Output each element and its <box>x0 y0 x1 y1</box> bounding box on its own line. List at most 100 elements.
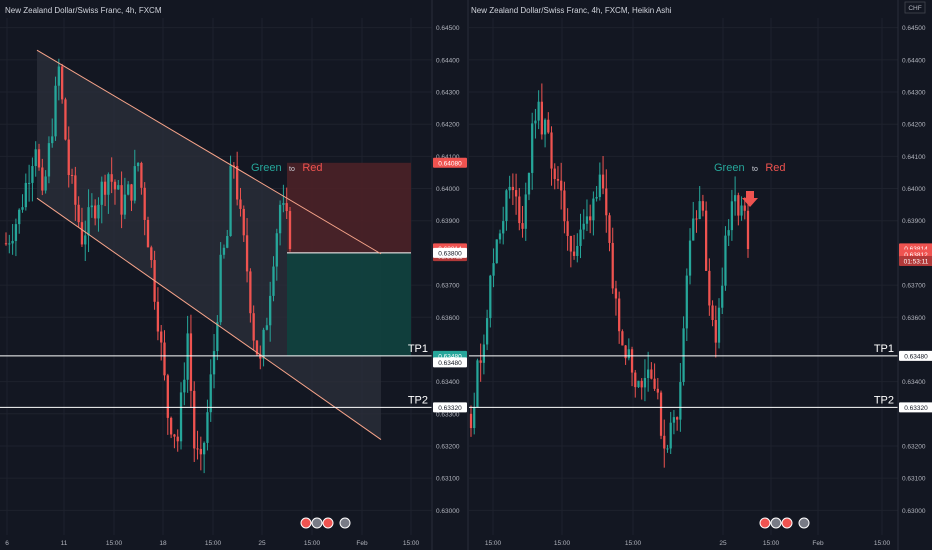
price-tag[interactable] <box>433 402 467 413</box>
candle-bullish <box>717 307 721 343</box>
left-events-icon[interactable] <box>339 517 351 529</box>
candle-bullish <box>531 123 534 173</box>
candle-bullish <box>543 119 547 135</box>
candle-bullish <box>637 380 640 388</box>
right-events-icon[interactable] <box>798 517 810 529</box>
candle-bearish <box>705 210 708 271</box>
candle-bullish <box>485 318 489 345</box>
candle-bullish <box>212 351 216 375</box>
candle-bearish <box>169 417 173 435</box>
candle-bullish <box>179 392 183 442</box>
time-tick-label: 18 <box>159 540 167 547</box>
price-tag[interactable] <box>433 357 467 368</box>
price-tag-label: 0.63480 <box>438 353 462 360</box>
annotation-word-to: to <box>752 166 758 173</box>
right-news-icon[interactable] <box>770 517 782 529</box>
take-profit-zone[interactable] <box>287 252 411 356</box>
time-tick-label: 15:00 <box>554 540 571 547</box>
target-level-label: TP1 <box>874 343 894 355</box>
candle-bullish <box>278 204 282 234</box>
candle-bearish <box>650 369 653 379</box>
time-tick-label: Feb <box>356 540 368 547</box>
left-price-axis[interactable]: 0.645000.644000.643000.642000.641000.640… <box>431 0 468 550</box>
price-tick-label: 0.64000 <box>436 186 460 193</box>
annotation-word-red: Red <box>765 162 785 174</box>
candle-bearish <box>659 392 663 436</box>
annotation-word-red: Red <box>302 162 322 174</box>
left-annotation[interactable]: Green to Red <box>251 158 323 175</box>
candle-bearish <box>176 436 179 442</box>
right-annotation[interactable]: Green to Red <box>714 158 786 175</box>
candle-bearish <box>621 331 624 346</box>
right-price-axis[interactable]: CHF 0.64500 0.64400 0.64300 0.64200 0.64100 0… <box>897 0 932 550</box>
stop-loss-zone[interactable] <box>287 162 411 253</box>
candle-bearish <box>64 99 67 140</box>
candle-bearish <box>514 190 518 197</box>
price-tick-label: 0.64500 <box>902 25 926 32</box>
candle-bearish <box>663 435 666 449</box>
right-flag-icon[interactable] <box>759 517 771 529</box>
candle-bullish <box>582 223 585 230</box>
candle-bullish <box>685 275 688 329</box>
candle-bullish <box>47 143 51 177</box>
right-price-axis-background <box>898 0 932 550</box>
candle-bearish <box>676 417 679 420</box>
candle-bullish <box>87 207 90 236</box>
candle-bullish <box>492 263 495 276</box>
candle-bearish <box>113 181 117 190</box>
price-tag[interactable] <box>899 255 932 266</box>
price-tick-label: 0.64400 <box>436 57 460 64</box>
price-tick-label: 0.64300 <box>436 90 460 97</box>
left-flag-icon[interactable] <box>300 517 312 529</box>
candle-bullish <box>44 176 47 191</box>
candle-bullish <box>534 120 537 124</box>
down-arrow-icon[interactable] <box>742 191 758 207</box>
candle-bullish <box>90 205 94 208</box>
time-tick-label: 11 <box>61 540 68 547</box>
candle-bearish <box>656 388 659 393</box>
candle-bearish <box>608 215 611 243</box>
left-news-icon[interactable] <box>311 517 323 529</box>
candle-bullish <box>669 422 672 449</box>
candle-bearish <box>288 211 292 250</box>
left-replay-controls[interactable] <box>300 517 351 529</box>
left-chart-title: New Zealand Dollar/Swiss Franc, 4h, FXCM <box>5 6 162 15</box>
candle-bullish <box>537 101 540 121</box>
price-tag-label: 0.64080 <box>438 160 462 167</box>
channel-lower-line[interactable] <box>36 197 382 440</box>
candle-bullish <box>8 243 11 245</box>
candle-bearish <box>4 243 8 245</box>
candle-bearish <box>630 349 634 373</box>
candle-bearish <box>640 380 643 388</box>
price-tag[interactable] <box>899 402 932 413</box>
annotation-word-green: Green <box>251 162 282 174</box>
candle-bullish <box>730 201 734 231</box>
candle-bullish <box>482 344 486 363</box>
left-earnings-icon[interactable] <box>322 517 334 529</box>
candle-bullish <box>136 162 140 167</box>
candle-bearish <box>714 320 717 343</box>
candle-bearish <box>232 165 236 167</box>
left-chart-panel[interactable]: TP1 TP2 Green to Red New Zealand Dollar/S… <box>0 6 432 547</box>
price-tag[interactable] <box>433 247 467 258</box>
candle-bullish <box>97 204 100 219</box>
price-tick-label: 0.64200 <box>436 122 460 129</box>
price-tag[interactable] <box>433 157 467 168</box>
candle-bullish <box>186 333 189 380</box>
price-tag[interactable] <box>899 350 932 361</box>
price-tick-label: 0.63100 <box>902 476 926 483</box>
candle-bullish <box>598 174 601 198</box>
time-tick-label: 15:00 <box>403 540 420 547</box>
right-earnings-icon[interactable] <box>781 517 793 529</box>
right-chart-panel[interactable]: TP1 TP2 Green to Red New Zealand Dollar/S… <box>469 6 898 547</box>
candle-bullish <box>473 407 476 429</box>
channel-upper-line[interactable] <box>36 49 382 255</box>
candle-bullish <box>508 186 511 191</box>
candle-bullish <box>692 218 695 241</box>
right-replay-controls[interactable] <box>759 517 810 529</box>
candle-bearish <box>701 201 705 211</box>
candle-bullish <box>576 245 579 256</box>
candle-bearish <box>199 448 202 455</box>
candle-bearish <box>70 175 74 177</box>
right-heikin-ashi-candles <box>469 83 750 468</box>
